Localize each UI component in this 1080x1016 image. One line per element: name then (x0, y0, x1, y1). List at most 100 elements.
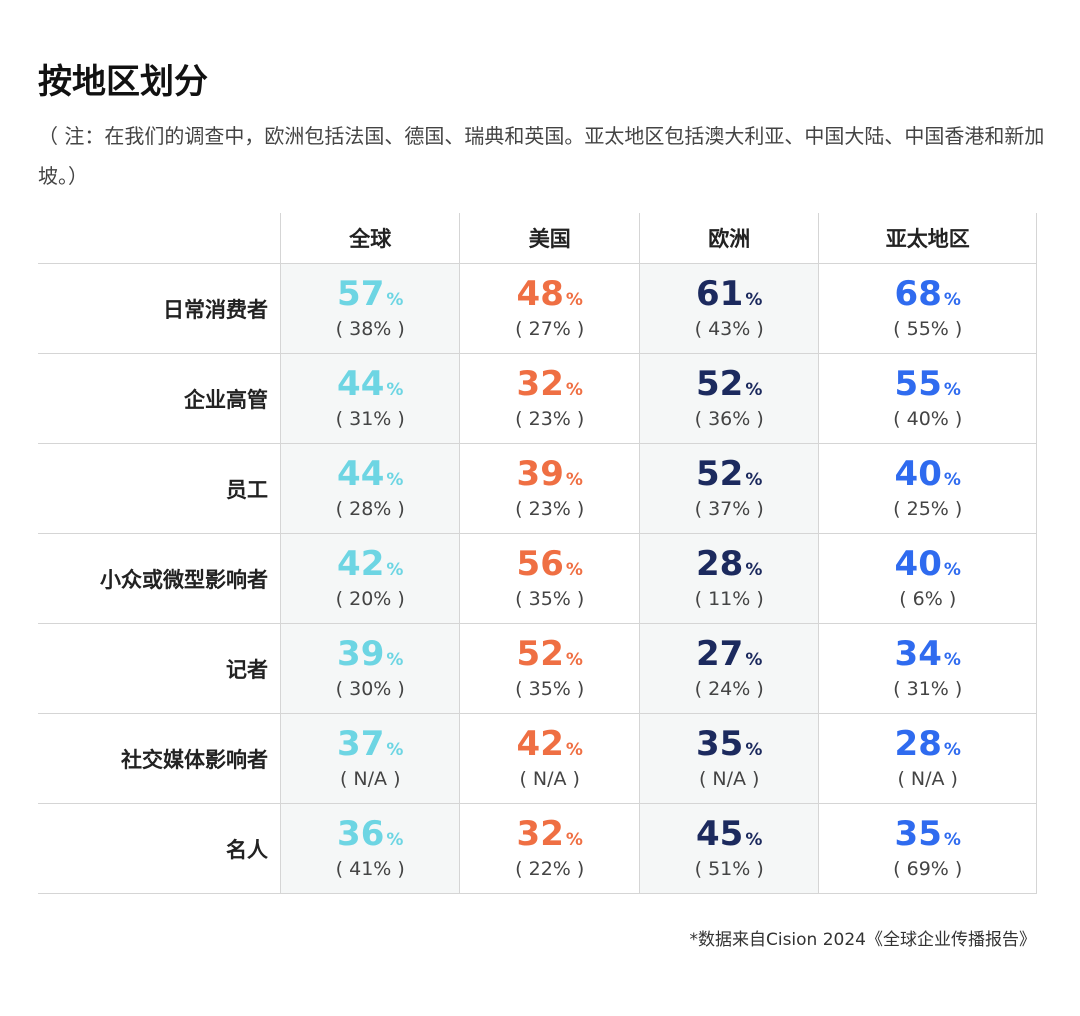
current-value: 28% (819, 727, 1036, 767)
column-header: 亚太地区 (818, 213, 1037, 264)
previous-value: ( 35% ) (515, 587, 585, 610)
previous-value: ( 69% ) (893, 857, 963, 880)
value-number: 28 (696, 543, 744, 584)
value-cell: 52%( 35% ) (459, 623, 640, 714)
value-number: 52 (696, 363, 744, 404)
current-value: 27% (640, 637, 818, 677)
value-cell: 57%( 38% ) (279, 263, 460, 354)
column-header: 美国 (459, 213, 640, 264)
percent-sign: % (565, 559, 583, 580)
value-number: 28 (894, 723, 942, 764)
table-row: 员工 44%( 28% ) 39%( 23% ) 52%( 37% ) 40%( 25%… (38, 443, 1037, 534)
value-cell: 44%( 28% ) (279, 443, 460, 534)
previous-value: ( 23% ) (515, 407, 585, 430)
current-value: 32% (460, 367, 638, 407)
current-value: 44% (281, 457, 459, 497)
value-number: 61 (696, 273, 744, 314)
previous-value: ( 28% ) (335, 497, 405, 520)
current-value: 32% (460, 817, 638, 857)
value-cell: 61%( 43% ) (638, 263, 819, 354)
current-value: 40% (819, 457, 1036, 497)
percent-sign: % (943, 559, 961, 580)
value-number: 32 (516, 363, 564, 404)
percent-sign: % (386, 829, 404, 850)
percent-sign: % (943, 649, 961, 670)
value-cell: 39%( 23% ) (459, 443, 640, 534)
current-value: 52% (640, 457, 818, 497)
value-cell: 27%( 24% ) (638, 623, 819, 714)
row-label: 名人 (38, 803, 281, 894)
current-value: 34% (819, 637, 1036, 677)
value-number: 32 (516, 813, 564, 854)
percent-sign: % (943, 739, 961, 760)
value-cell: 42%( N/A ) (459, 713, 640, 804)
column-header: 欧洲 (638, 213, 819, 264)
percent-sign: % (745, 829, 763, 850)
current-value: 35% (819, 817, 1036, 857)
row-label: 记者 (38, 623, 281, 714)
value-number: 40 (894, 453, 942, 494)
value-number: 68 (894, 273, 942, 314)
previous-value: ( 22% ) (515, 857, 585, 880)
current-value: 52% (460, 637, 638, 677)
current-value: 48% (460, 277, 638, 317)
value-cell: 32%( 22% ) (459, 803, 640, 894)
previous-value: ( 24% ) (694, 677, 764, 700)
value-number: 55 (894, 363, 942, 404)
percent-sign: % (565, 379, 583, 400)
value-number: 44 (337, 453, 385, 494)
percent-sign: % (386, 469, 404, 490)
value-cell: 32%( 23% ) (459, 353, 640, 444)
value-cell: 39%( 30% ) (279, 623, 460, 714)
current-value: 57% (281, 277, 459, 317)
percent-sign: % (386, 289, 404, 310)
value-cell: 28%( N/A ) (818, 713, 1037, 804)
value-cell: 45%( 51% ) (638, 803, 819, 894)
row-label: 社交媒体影响者 (38, 713, 281, 804)
value-cell: 52%( 36% ) (638, 353, 819, 444)
value-number: 39 (516, 453, 564, 494)
previous-value: ( 25% ) (893, 497, 963, 520)
value-number: 34 (894, 633, 942, 674)
value-cell: 68%( 55% ) (818, 263, 1037, 354)
percent-sign: % (565, 649, 583, 670)
percent-sign: % (745, 559, 763, 580)
previous-value: ( 41% ) (335, 857, 405, 880)
value-number: 42 (516, 723, 564, 764)
previous-value: ( 51% ) (694, 857, 764, 880)
value-cell: 52%( 37% ) (638, 443, 819, 534)
value-number: 48 (516, 273, 564, 314)
current-value: 28% (640, 547, 818, 587)
value-number: 44 (337, 363, 385, 404)
source-note: *数据来自Cision 2024《全球企业传播报告》 (689, 930, 1036, 950)
previous-value: ( N/A ) (339, 767, 401, 790)
value-cell: 55% ( 40% ) (818, 353, 1037, 444)
value-number: 39 (337, 633, 385, 674)
previous-value: ( 31% ) (893, 677, 963, 700)
percent-sign: % (565, 739, 583, 760)
percent-sign: % (745, 379, 763, 400)
previous-value: ( 6% ) (899, 587, 957, 610)
current-value: 44% (281, 367, 459, 407)
row-label: 小众或微型影响者 (38, 533, 281, 624)
current-value: 40% (819, 547, 1036, 587)
value-number: 52 (696, 453, 744, 494)
percent-sign: % (386, 739, 404, 760)
previous-value: ( 31% ) (335, 407, 405, 430)
value-number: 57 (337, 273, 385, 314)
previous-value: ( 38% ) (335, 317, 405, 340)
value-cell: 28%( 11% ) (638, 533, 819, 624)
value-number: 56 (516, 543, 564, 584)
percent-sign: % (943, 379, 961, 400)
previous-value: ( 40% ) (893, 407, 963, 430)
value-cell: 44%( 31% ) (279, 353, 460, 444)
current-value: 68% (819, 277, 1036, 317)
percent-sign: % (386, 559, 404, 580)
current-value: 39% (281, 637, 459, 677)
current-value: 42% (460, 727, 638, 767)
percent-sign: % (943, 289, 961, 310)
row-label: 企业高管 (38, 353, 281, 444)
value-cell: 48%( 27% ) (459, 263, 640, 354)
note-text: （ 注：在我们的调查中，欧洲包括法国、德国、瑞典和英国。亚太地区包括澳大利亚、中… (38, 124, 1045, 188)
current-value: 36% (281, 817, 459, 857)
